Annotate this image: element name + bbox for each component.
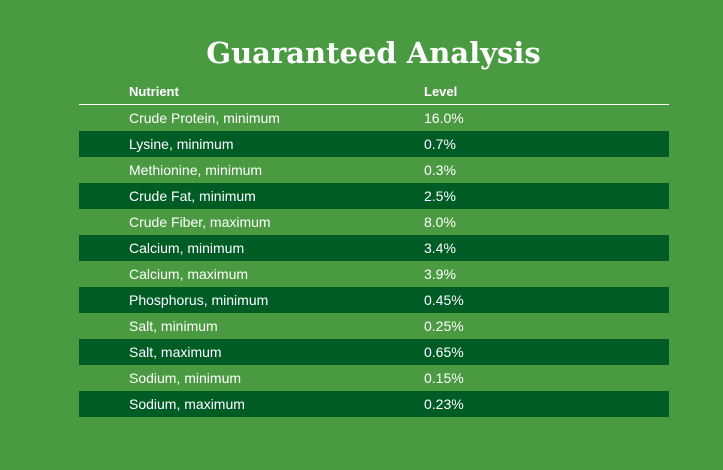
level-cell: 0.23% bbox=[424, 396, 464, 412]
nutrient-cell: Crude Fat, minimum bbox=[129, 188, 256, 204]
nutrient-cell: Crude Fiber, maximum bbox=[129, 214, 271, 230]
level-cell: 2.5% bbox=[424, 188, 456, 204]
level-cell: 0.65% bbox=[424, 344, 464, 360]
level-cell: 0.25% bbox=[424, 318, 464, 334]
level-cell: 0.3% bbox=[424, 162, 456, 178]
level-cell: 3.9% bbox=[424, 266, 456, 282]
table-row: Crude Fat, minimum 2.5% bbox=[79, 183, 669, 209]
table-row: Crude Protein, minimum 16.0% bbox=[79, 105, 669, 131]
header-level: Level bbox=[424, 84, 458, 99]
table-body: Crude Protein, minimum 16.0% Lysine, min… bbox=[79, 105, 669, 417]
level-cell: 3.4% bbox=[424, 240, 456, 256]
level-cell: 0.7% bbox=[424, 136, 456, 152]
table-row: Lysine, minimum 0.7% bbox=[79, 131, 669, 157]
level-cell: 16.0% bbox=[424, 110, 464, 126]
nutrient-cell: Salt, minimum bbox=[129, 318, 218, 334]
table-row: Methionine, minimum 0.3% bbox=[79, 157, 669, 183]
nutrient-cell: Sodium, maximum bbox=[129, 396, 245, 412]
table-row: Sodium, maximum 0.23% bbox=[79, 391, 669, 417]
nutrient-cell: Salt, maximum bbox=[129, 344, 222, 360]
nutrient-cell: Calcium, minimum bbox=[129, 240, 245, 256]
table-row: Crude Fiber, maximum 8.0% bbox=[79, 209, 669, 235]
page-title: Guaranteed Analysis bbox=[206, 36, 541, 70]
level-cell: 0.15% bbox=[424, 370, 464, 386]
table-row: Calcium, minimum 3.4% bbox=[79, 235, 669, 261]
nutrient-cell: Calcium, maximum bbox=[129, 266, 249, 282]
level-cell: 8.0% bbox=[424, 214, 456, 230]
nutrient-cell: Crude Protein, minimum bbox=[129, 110, 280, 126]
table-row: Phosphorus, minimum 0.45% bbox=[79, 287, 669, 313]
level-cell: 0.45% bbox=[424, 292, 464, 308]
table-row: Calcium, maximum 3.9% bbox=[79, 261, 669, 287]
table-row: Salt, minimum 0.25% bbox=[79, 313, 669, 339]
guaranteed-analysis-table: Nutrient Level Crude Protein, minimum 16… bbox=[79, 78, 669, 417]
table-header: Nutrient Level bbox=[79, 78, 669, 105]
nutrient-cell: Methionine, minimum bbox=[129, 162, 263, 178]
header-nutrient: Nutrient bbox=[129, 84, 179, 99]
table-row: Sodium, minimum 0.15% bbox=[79, 365, 669, 391]
table-row: Salt, maximum 0.65% bbox=[79, 339, 669, 365]
nutrient-cell: Lysine, minimum bbox=[129, 136, 234, 152]
nutrient-cell: Sodium, minimum bbox=[129, 370, 242, 386]
nutrient-cell: Phosphorus, minimum bbox=[129, 292, 269, 308]
